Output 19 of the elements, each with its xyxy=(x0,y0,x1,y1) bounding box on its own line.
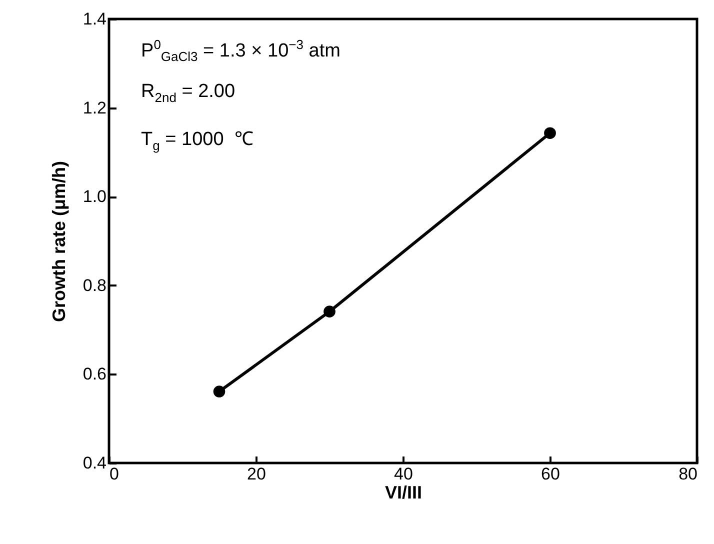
point xyxy=(324,306,336,318)
annotation: R$_{2nd}$ = 2.00 xyxy=(141,81,236,105)
y-tick-label: 0.6 xyxy=(82,364,106,384)
point xyxy=(213,386,226,398)
annotation: P$^{0}$$_{GaCl3}$ = 1.3 × 10$^{−3}$ atm xyxy=(141,37,340,64)
x-tick-label: 80 xyxy=(678,464,698,484)
x-tick-label: 20 xyxy=(247,464,266,484)
y-axis-title: Growth rate (μm/h) xyxy=(48,160,69,322)
y-tick-label: 1.2 xyxy=(82,98,106,118)
x-axis-title: VI/III xyxy=(384,482,422,502)
y-tick-label: 1.4 xyxy=(82,10,106,28)
x-tick-label: 40 xyxy=(394,464,413,484)
y-tick-label: 1.0 xyxy=(82,187,106,206)
x-tick-label: 0 xyxy=(110,464,119,484)
annotation: T$_{g}$ = 1000 ℃ xyxy=(141,128,254,153)
y-tick-label: 0.4 xyxy=(82,454,106,472)
x-tick-label: 60 xyxy=(541,464,560,484)
y-tick-label: 0.8 xyxy=(82,276,106,295)
point xyxy=(544,127,556,140)
